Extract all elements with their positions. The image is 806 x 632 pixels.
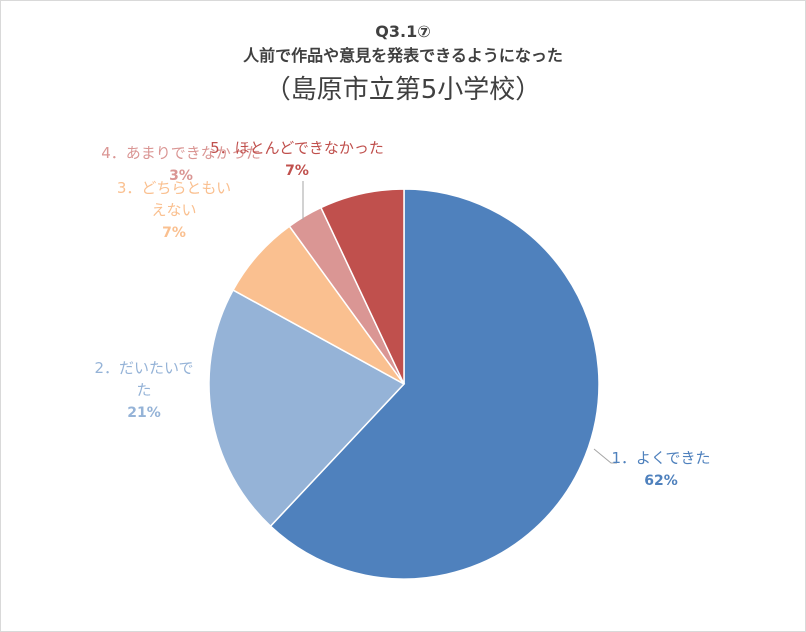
data-label-percent-dochira-tomo-ienai: 7%	[162, 225, 186, 241]
data-label-percent-hotondo-dekinakatta: 7%	[285, 163, 309, 179]
data-label-percent-amari-dekinakatta: 3%	[169, 168, 193, 184]
chart-title-line-3: （島原市立第5小学校）	[264, 75, 542, 105]
data-label-percent-yoku-dekita: 62%	[644, 473, 678, 489]
chart-title: Q3.1⑦ 人前で作品や意見を発表できるようになった （島原市立第5小学校）	[1, 21, 805, 109]
data-label-name-daitai-dekita-line-2: た	[136, 381, 151, 399]
data-label-name-dochira-tomo-ienai-line-2: えない	[151, 201, 196, 219]
data-label-yoku-dekita: 1．よくできた 62%	[611, 449, 710, 489]
data-label-percent-daitai-dekita: 21%	[127, 405, 161, 421]
leader-line-yoku-dekita	[593, 448, 617, 464]
pie-slice-hotondo-dekinakatta	[319, 188, 405, 385]
pie-slice-daitai-dekita	[208, 289, 406, 528]
data-label-name-dochira-tomo-ienai-line-1: 3．どちらともい	[117, 179, 231, 197]
pie-slice-yoku-dekita	[269, 188, 600, 580]
data-label-hotondo-dekinakatta: 5．ほとんどできなかった 7%	[210, 139, 384, 179]
data-label-name-yoku-dekita-line-1: 1．よくできた	[611, 449, 710, 467]
chart-title-line-1: Q3.1⑦	[375, 22, 431, 41]
data-label-name-amari-dekinakatta-line-1: 4．あまりできなかった	[101, 144, 261, 162]
data-label-amari-dekinakatta: 4．あまりできなかった 3%	[101, 144, 261, 184]
data-label-name-daitai-dekita-line-1: 2．だいたいで	[94, 359, 193, 377]
chart-title-line-2: 人前で作品や意見を発表できるようになった	[243, 46, 563, 65]
data-label-name-hotondo-dekinakatta-line-1: 5．ほとんどできなかった	[210, 139, 384, 157]
